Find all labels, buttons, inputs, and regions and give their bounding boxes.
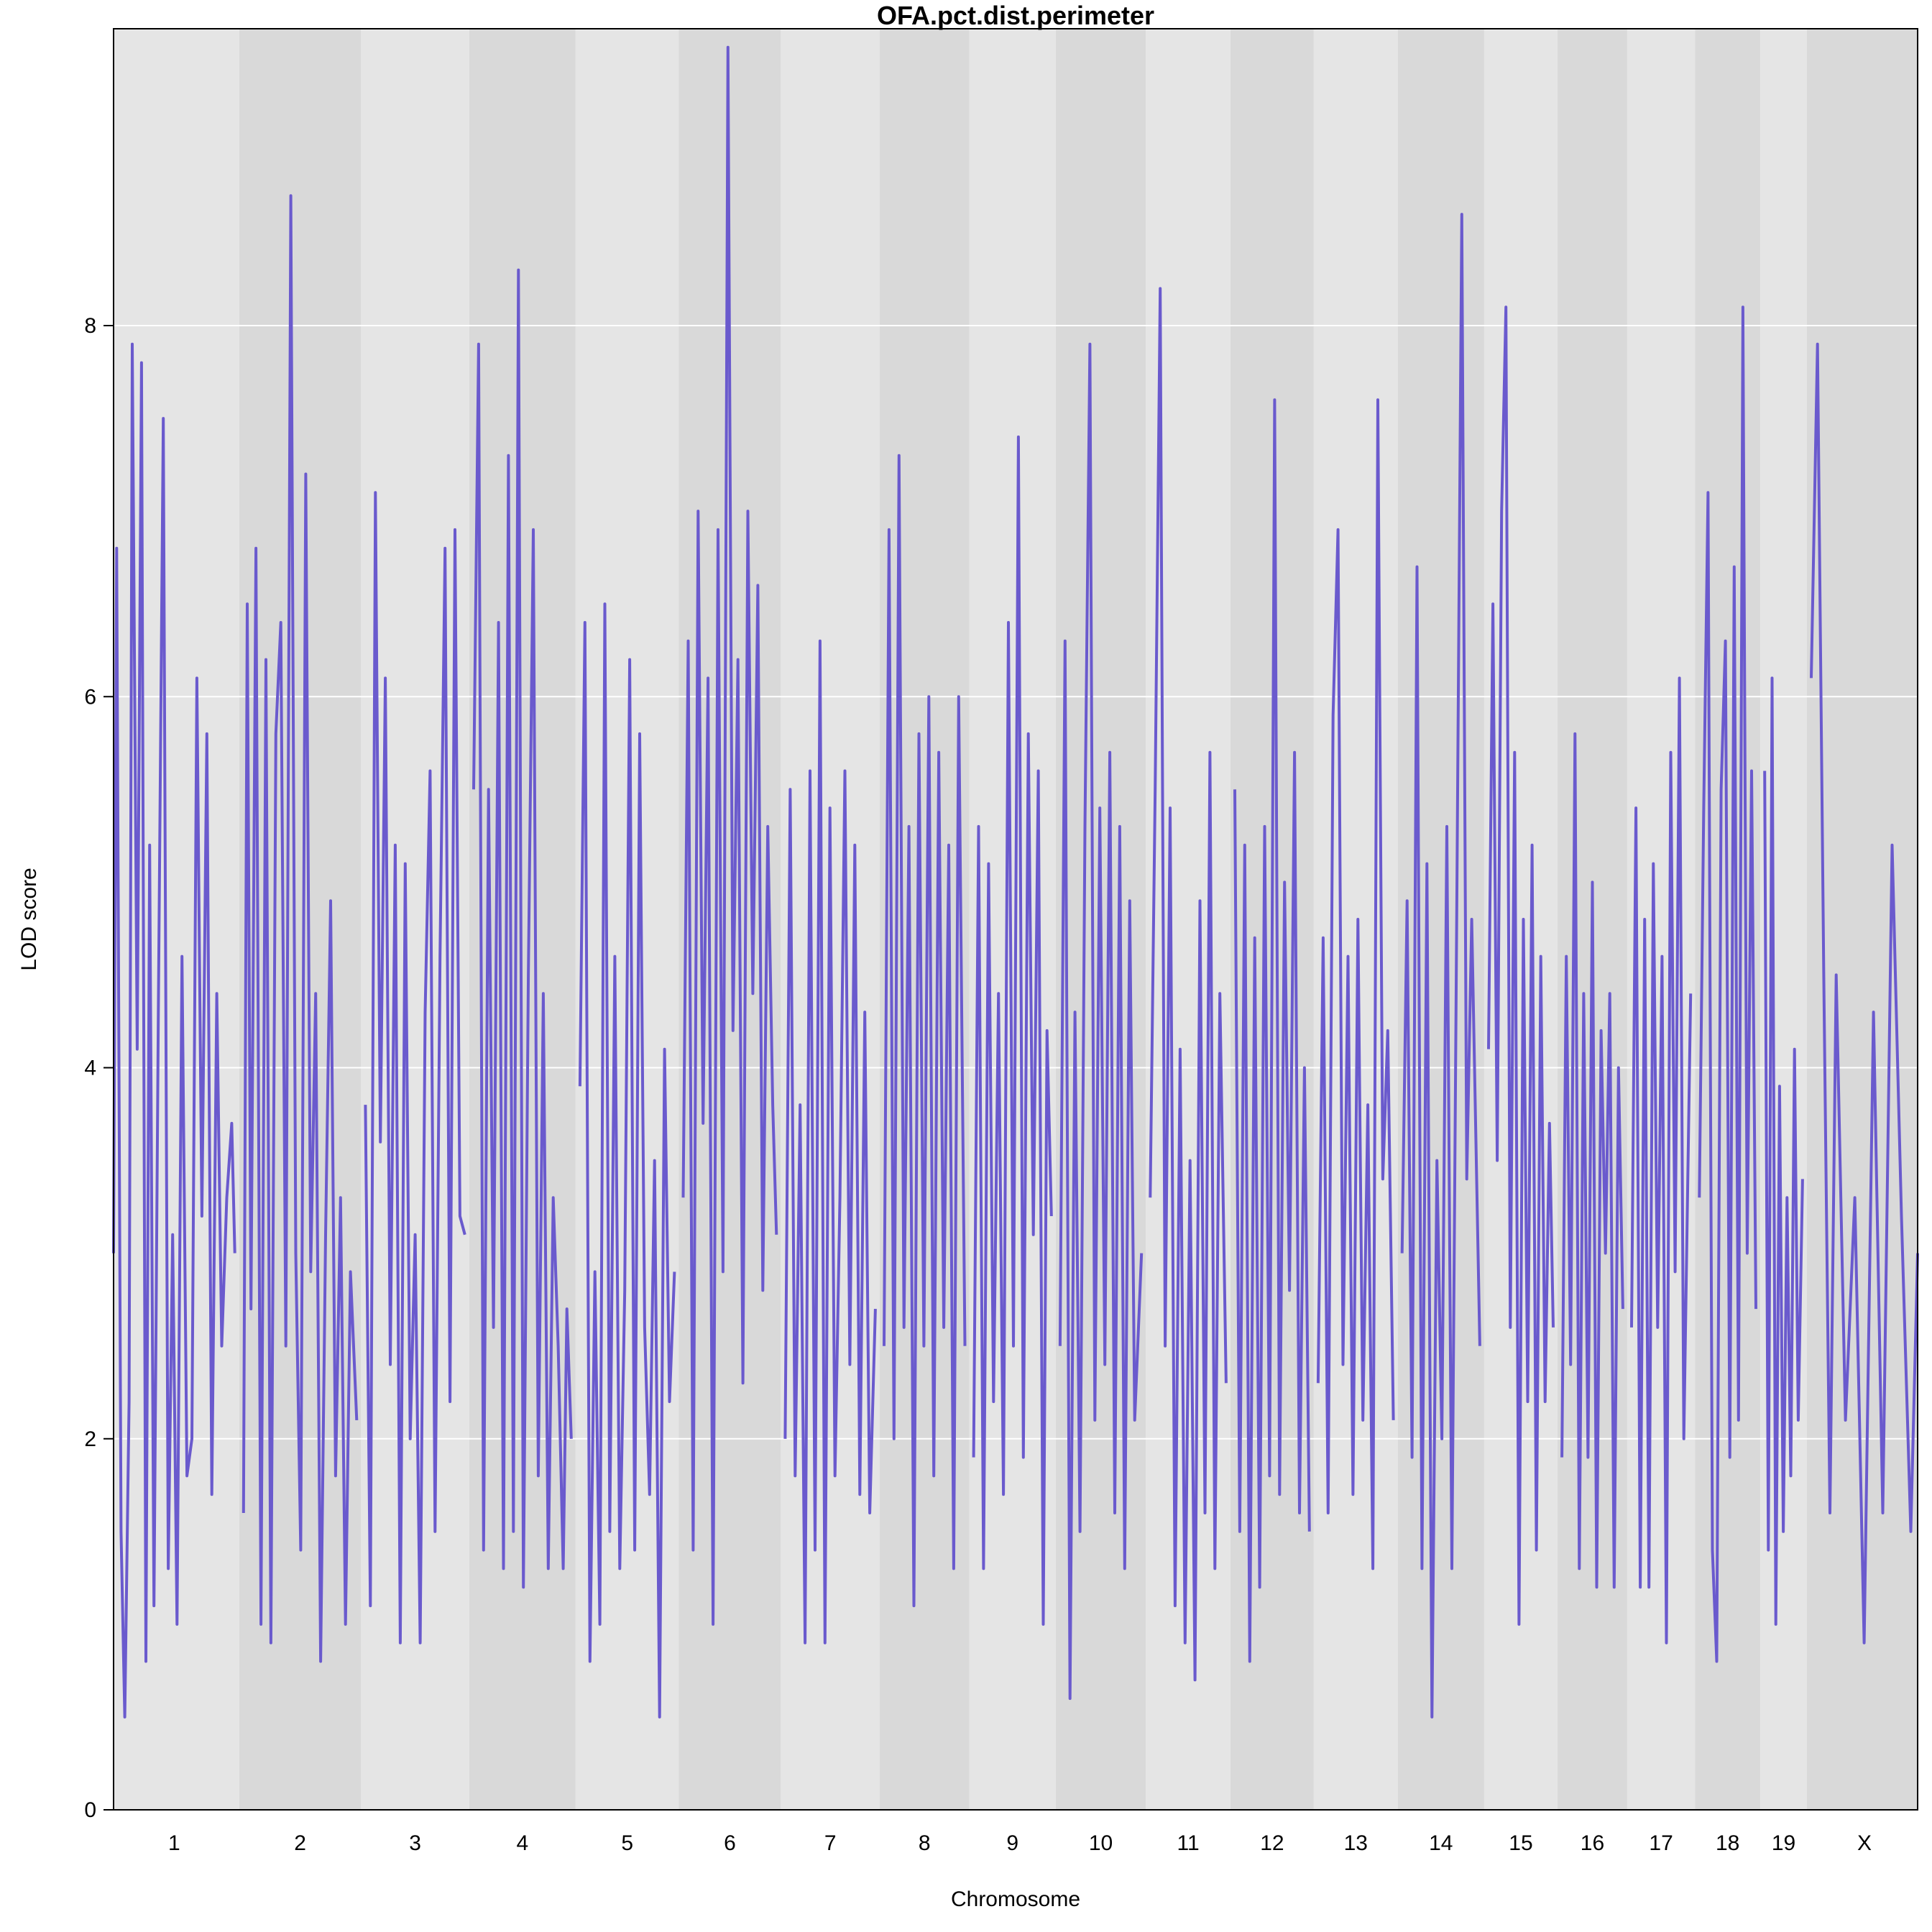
lod-line-chr-12 xyxy=(1233,398,1311,1663)
x-axis-labels: 1 2 3 4 5 6 7 8 9 10 11 12 13 14 15 16 17 18 19 X xyxy=(168,1831,1872,1855)
x-axis-title: Chromosome xyxy=(951,1887,1080,1911)
y-tick-label: 2 xyxy=(84,1427,96,1451)
lod-line-chr-7 xyxy=(783,639,877,1644)
x-tick-label-chr-2: 2 xyxy=(294,1831,306,1855)
lod-line-chr-5 xyxy=(578,602,676,1719)
chromosome-band-8 xyxy=(879,29,970,1810)
lod-line-chr-16 xyxy=(1560,732,1624,1589)
x-tick-label-chr-11: 11 xyxy=(1177,1831,1200,1855)
chromosome-band-13 xyxy=(1313,29,1398,1810)
lod-line-chr-1 xyxy=(112,342,236,1719)
lod-line-chr-9 xyxy=(972,435,1053,1626)
lod-line-chr-13 xyxy=(1316,398,1395,1570)
x-tick-label-chr-13: 13 xyxy=(1344,1831,1368,1855)
x-tick-label-chr-3: 3 xyxy=(409,1831,421,1855)
y-tick-label: 0 xyxy=(84,1798,96,1822)
x-tick-label-chr-14: 14 xyxy=(1429,1831,1453,1855)
lod-line-chr-18 xyxy=(1698,305,1757,1663)
y-tick-label: 6 xyxy=(84,685,96,709)
y-tick-label: 4 xyxy=(84,1057,96,1080)
x-tick-label-chr-6: 6 xyxy=(724,1831,736,1855)
lod-profile-lines xyxy=(112,45,1919,1719)
y-axis-title: LOD score xyxy=(17,868,41,970)
x-tick-label-chr-15: 15 xyxy=(1509,1831,1532,1855)
x-tick-label-chr-9: 9 xyxy=(1006,1831,1018,1855)
lod-line-chr-19 xyxy=(1763,676,1804,1626)
x-tick-label-chr-17: 17 xyxy=(1649,1831,1673,1855)
x-tick-label-chr-18: 18 xyxy=(1716,1831,1739,1855)
chromosome-band-11 xyxy=(1146,29,1230,1810)
x-tick-label-chr-1: 1 xyxy=(168,1831,180,1855)
lod-line-chr-2 xyxy=(242,194,359,1663)
lod-line-chr-15 xyxy=(1487,305,1555,1626)
grid-lines xyxy=(114,325,1918,1440)
lod-line-chr-17 xyxy=(1630,676,1693,1644)
x-tick-label-chr-19: 19 xyxy=(1772,1831,1795,1855)
y-axis-ticks: 0 2 4 6 8 xyxy=(84,314,114,1822)
lod-line-chr-10 xyxy=(1058,342,1144,1701)
plot-frame xyxy=(113,28,1918,1811)
x-tick-label-chr-10: 10 xyxy=(1089,1831,1113,1855)
lod-line-chr-6 xyxy=(681,45,778,1626)
x-tick-label-chr-4: 4 xyxy=(517,1831,529,1855)
lod-line-chr-11 xyxy=(1149,287,1228,1682)
lod-line-chr-14 xyxy=(1400,213,1481,1719)
x-tick-label-chr-7: 7 xyxy=(824,1831,837,1855)
x-tick-label-chr-5: 5 xyxy=(621,1831,633,1855)
chart-title: OFA.pct.dist.perimeter xyxy=(877,1,1154,30)
y-tick-label: 8 xyxy=(84,314,96,338)
x-tick-label-chr-x: X xyxy=(1857,1831,1872,1855)
lod-line-chr-8 xyxy=(883,454,967,1608)
x-tick-label-chr-16: 16 xyxy=(1581,1831,1604,1855)
lod-line-chr-3 xyxy=(364,491,466,1644)
lod-line-chr-x xyxy=(1810,342,1919,1644)
x-tick-label-chr-12: 12 xyxy=(1260,1831,1284,1855)
lod-line-chr-4 xyxy=(472,268,573,1589)
x-tick-label-chr-8: 8 xyxy=(919,1831,931,1855)
